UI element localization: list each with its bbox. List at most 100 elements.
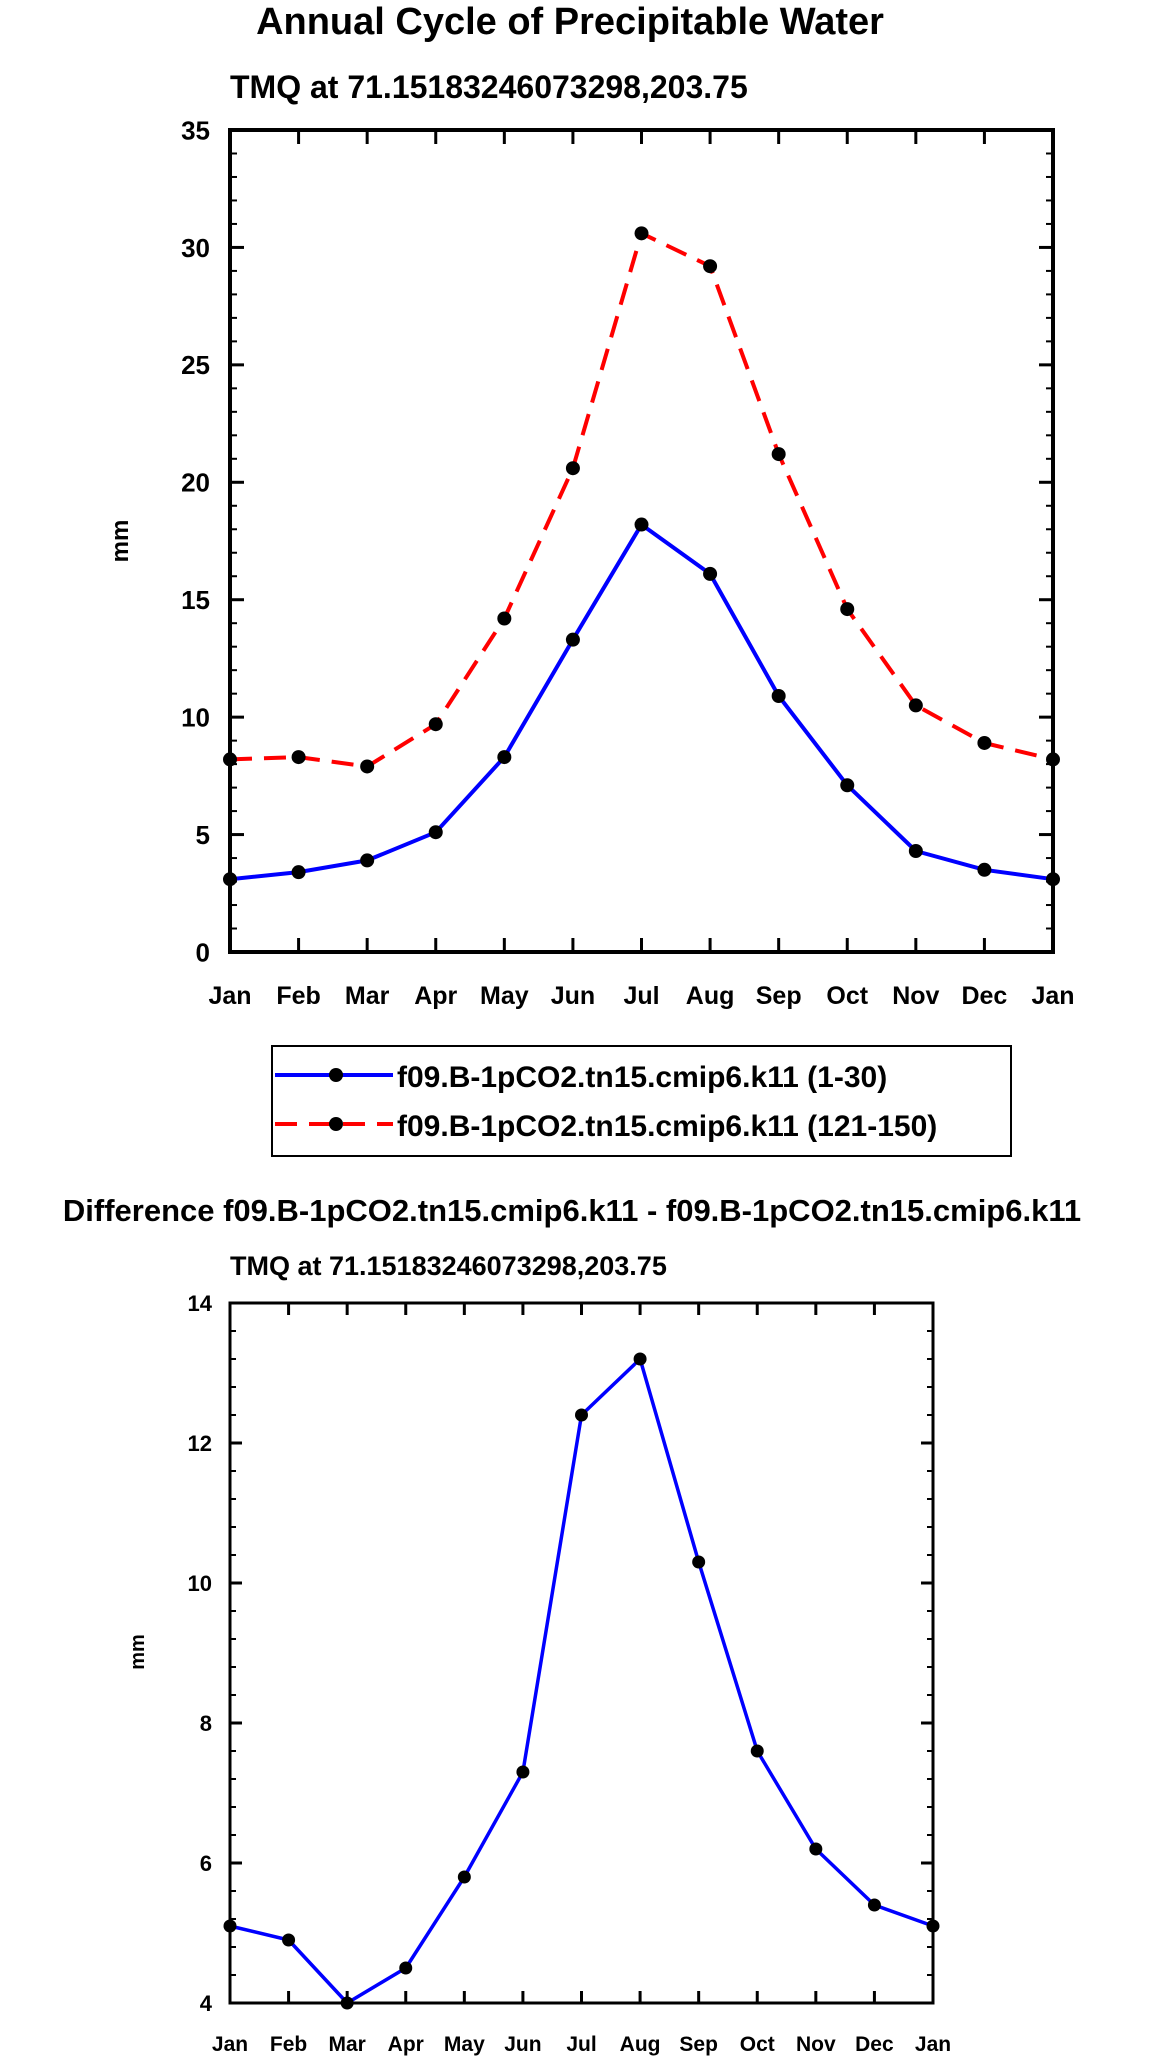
x-tick-label: May — [444, 2033, 485, 2056]
data-point-series-1 — [908, 844, 923, 859]
y-tick-label: 5 — [196, 820, 210, 850]
series-line-1 — [229, 1357, 934, 2005]
y-tick-label: 20 — [181, 468, 210, 498]
x-tick-label: Jun — [551, 982, 595, 1010]
y-tick-labels: 4 6 8 10 12 14 — [188, 1291, 213, 2016]
x-tick-label: Oct — [826, 982, 868, 1010]
x-tick-label: Jan — [208, 982, 251, 1010]
data-point-series-1 — [360, 853, 375, 868]
legend-label-series-1: f09.B-1pCO2.tn15.cmip6.k11 (1-30) — [397, 1061, 887, 1094]
data-point-series-2 — [223, 752, 237, 767]
x-tick-label: Apr — [414, 982, 457, 1010]
data-point-series-1 — [575, 1408, 588, 1422]
x-tick-label: Nov — [796, 2033, 836, 2056]
y-axis-label: mm — [107, 520, 134, 563]
chart-annual-cycle: Annual Cycle of Precipitable Water TMQ a… — [107, 1, 1075, 1157]
x-tick-label: Dec — [961, 982, 1007, 1010]
data-point-series-2 — [634, 226, 649, 241]
chart-difference: Difference f09.B-1pCO2.tn15.cmip6.k11 - … — [63, 1193, 1081, 2056]
y-tick-label: 10 — [188, 1571, 212, 1596]
data-point-series-1 — [703, 566, 718, 581]
y-tick-label: 10 — [181, 703, 210, 733]
chart-subtitle: TMQ at 71.15183246073298,203.75 — [230, 1251, 667, 1281]
y-tick-label: 4 — [200, 1991, 213, 2016]
x-tick-label: Sep — [756, 982, 802, 1010]
plot-frame — [228, 1301, 935, 2005]
x-tick-label: Nov — [892, 982, 939, 1010]
x-tick-label: Feb — [276, 982, 320, 1010]
x-tick-label: May — [480, 982, 529, 1010]
data-point-series-1 — [282, 1933, 296, 1947]
data-point-series-1 — [867, 1898, 881, 1912]
legend-label-series-2: f09.B-1pCO2.tn15.cmip6.k11 (121-150) — [397, 1110, 937, 1143]
data-point-series-1 — [428, 825, 443, 840]
legend-box — [271, 1045, 1012, 1157]
series-line-1 — [229, 522, 1054, 882]
x-tick-label: Aug — [620, 2033, 661, 2056]
plot-frame — [228, 128, 1055, 954]
y-tick-label: 30 — [181, 233, 210, 263]
data-point-series-1 — [223, 1919, 237, 1933]
x-tick-label: Mar — [345, 982, 390, 1010]
data-point-series-1 — [340, 1996, 354, 2010]
x-tick-label: Jul — [623, 982, 659, 1010]
y-tick-label: 35 — [181, 115, 210, 145]
x-tick-label: Jan — [915, 2033, 951, 2056]
y-tick-labels: 0 5 10 15 20 25 30 35 — [181, 115, 210, 967]
data-point-series-2 — [771, 447, 786, 462]
x-tick-label: Jan — [212, 2033, 248, 2056]
data-point-series-2 — [703, 259, 718, 274]
y-tick-label: 12 — [188, 1431, 212, 1456]
data-point-series-2 — [908, 698, 923, 713]
data-point-series-1 — [291, 865, 306, 880]
x-tick-label: Jul — [566, 2033, 596, 2056]
x-tick-label: Jun — [504, 2033, 541, 2056]
x-tick-label: Apr — [388, 2033, 424, 2056]
data-point-series-2 — [291, 750, 306, 765]
data-point-series-1 — [223, 872, 237, 887]
data-point-series-2 — [977, 735, 992, 750]
data-point-series-1 — [1046, 872, 1060, 887]
y-tick-label: 8 — [200, 1711, 212, 1736]
data-point-series-2 — [1046, 752, 1060, 767]
data-point-series-1 — [771, 689, 786, 704]
x-tick-label: Jan — [1031, 982, 1074, 1010]
chart-title: Difference f09.B-1pCO2.tn15.cmip6.k11 - … — [63, 1193, 1081, 1228]
x-tick-label: Feb — [270, 2033, 307, 2056]
y-tick-label: 25 — [181, 350, 210, 380]
data-point-series-1 — [750, 1744, 764, 1758]
data-point-series-1 — [926, 1919, 940, 1933]
x-tick-label: Sep — [679, 2033, 718, 2056]
y-tick-label: 15 — [181, 585, 210, 615]
legend-marker-series-2 — [329, 1117, 343, 1131]
data-point-series-1 — [565, 632, 580, 647]
x-tick-label: Aug — [686, 982, 735, 1010]
legend-marker-series-1 — [329, 1068, 343, 1082]
data-point-series-1 — [399, 1961, 413, 1975]
chart-subtitle: TMQ at 71.15183246073298,203.75 — [230, 69, 748, 105]
chart-title: Annual Cycle of Precipitable Water — [256, 1, 884, 43]
y-tick-label: 0 — [196, 937, 210, 967]
x-tick-label: Oct — [740, 2033, 775, 2056]
axis-ticks — [228, 128, 1055, 954]
data-point-series-2 — [565, 461, 580, 476]
data-point-series-2 — [497, 611, 512, 626]
series-layer — [223, 226, 1060, 887]
x-tick-labels: Jan Feb Mar Apr May Jun Jul Aug Sep Oct Nov Dec Jan — [212, 2033, 951, 2056]
x-tick-label: Dec — [855, 2033, 894, 2056]
data-point-series-2 — [840, 602, 855, 617]
x-tick-labels: Jan Feb Mar Apr May Jun Jul Aug Sep Oct Nov Dec Jan — [208, 982, 1074, 1010]
data-point-series-2 — [360, 759, 375, 774]
data-point-series-1 — [977, 862, 992, 877]
data-point-series-1 — [634, 517, 649, 532]
x-tick-label: Mar — [328, 2033, 365, 2056]
data-point-series-1 — [516, 1765, 530, 1779]
data-point-series-1 — [809, 1842, 823, 1856]
y-axis-label: mm — [127, 1634, 149, 1670]
data-point-series-1 — [457, 1870, 471, 1884]
series-layer — [223, 1352, 940, 2010]
y-tick-label: 6 — [200, 1851, 212, 1876]
series-line-2 — [229, 231, 1054, 769]
